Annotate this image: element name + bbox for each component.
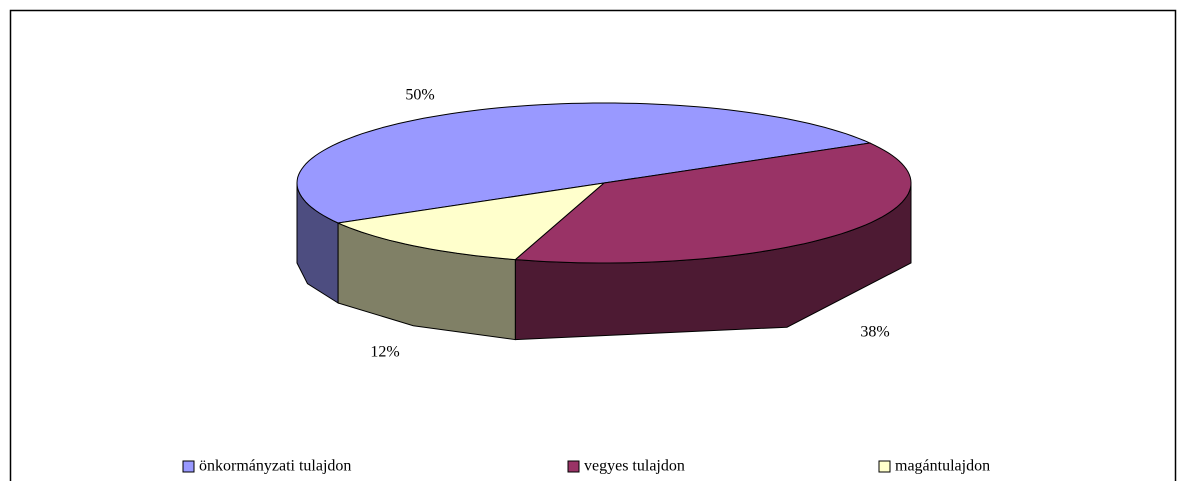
legend-label: magántulajdon (895, 458, 990, 475)
pie-slice (514, 142, 912, 264)
data-label: 12% (370, 344, 399, 361)
pie-slice (296, 102, 872, 224)
legend-swatch (182, 460, 195, 473)
legend-label: vegyes tulajdon (584, 458, 685, 475)
data-label: 50% (405, 87, 434, 104)
legend-swatch (878, 460, 891, 473)
data-label: 38% (860, 324, 889, 341)
legend-label: önkormányzati tulajdon (199, 458, 351, 475)
pie-slice (336, 182, 606, 261)
legend-swatch (567, 460, 580, 473)
